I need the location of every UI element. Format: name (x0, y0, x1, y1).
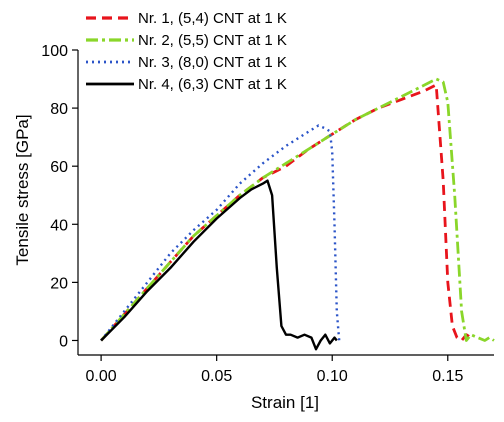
y-tick-label: 60 (50, 159, 68, 176)
series-line-2 (100, 77, 495, 342)
legend-label-1: Nr. 1, (5,4) CNT at 1 K (138, 10, 287, 27)
x-axis-label: Strain [1] (251, 393, 319, 412)
x-tick-label: 0.00 (86, 368, 117, 385)
x-tick-label: 0.05 (201, 368, 232, 385)
y-tick-label: 80 (50, 101, 68, 118)
y-tick-label: 0 (59, 333, 68, 350)
y-tick-label: 100 (41, 43, 68, 60)
legend-label-3: Nr. 3, (8,0) CNT at 1 K (138, 54, 287, 71)
x-tick-label: 0.10 (317, 368, 348, 385)
series-line-3 (100, 124, 341, 342)
legend-label-4: Nr. 4, (6,3) CNT at 1 K (138, 76, 287, 93)
series-lines (100, 77, 495, 351)
axes: 0.00 0.05 0.10 0.15 0 20 40 60 80 100 (41, 43, 494, 385)
legend-label-2: Nr. 2, (5,5) CNT at 1 K (138, 32, 287, 49)
x-tick-label: 0.15 (432, 368, 463, 385)
y-tick-label: 20 (50, 275, 68, 292)
y-tick-label: 40 (50, 217, 68, 234)
series-line-1 (100, 83, 472, 342)
series-line-4 (100, 179, 338, 351)
legend: Nr. 1, (5,4) CNT at 1 K Nr. 2, (5,5) CNT … (86, 10, 287, 93)
y-axis-label: Tensile stress [GPa] (13, 114, 32, 265)
